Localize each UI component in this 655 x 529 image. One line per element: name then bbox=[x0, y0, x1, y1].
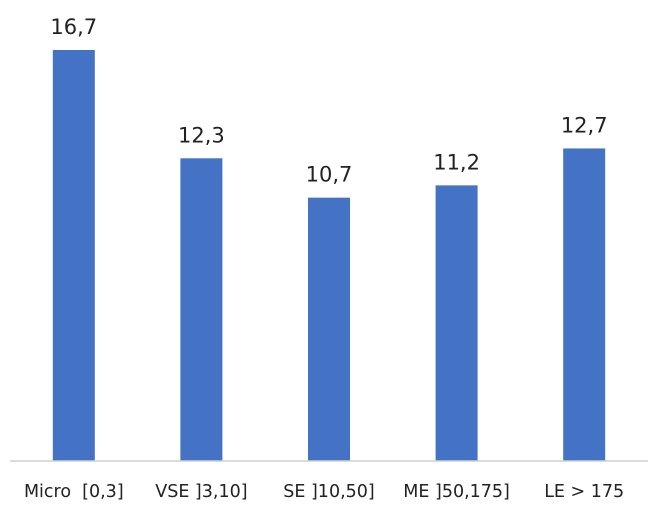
value-label-3: 11,2 bbox=[433, 150, 480, 174]
category-label-1: VSE ]3,10] bbox=[155, 482, 247, 502]
value-label-2: 10,7 bbox=[306, 163, 353, 187]
value-label-4: 12,7 bbox=[561, 113, 608, 137]
category-label-3: ME ]50,175] bbox=[403, 482, 510, 502]
value-label-1: 12,3 bbox=[178, 123, 225, 147]
value-label-0: 16,7 bbox=[50, 15, 97, 39]
category-label-0: Micro [0,3] bbox=[24, 482, 124, 502]
bar-4 bbox=[563, 148, 606, 461]
bars-layer bbox=[52, 50, 606, 462]
category-labels-layer: Micro [0,3] VSE ]3,10] SE ]10,50] ME ]50,17… bbox=[24, 482, 624, 502]
category-label-4: LE > 175 bbox=[544, 482, 624, 502]
bar-3 bbox=[435, 185, 478, 462]
bar-0 bbox=[52, 50, 95, 461]
category-label-2: SE ]10,50] bbox=[283, 482, 374, 502]
bar-2 bbox=[308, 197, 350, 461]
bar-1 bbox=[180, 158, 223, 462]
value-labels-layer: 16,7 12,3 10,7 11,2 12,7 bbox=[50, 15, 607, 187]
